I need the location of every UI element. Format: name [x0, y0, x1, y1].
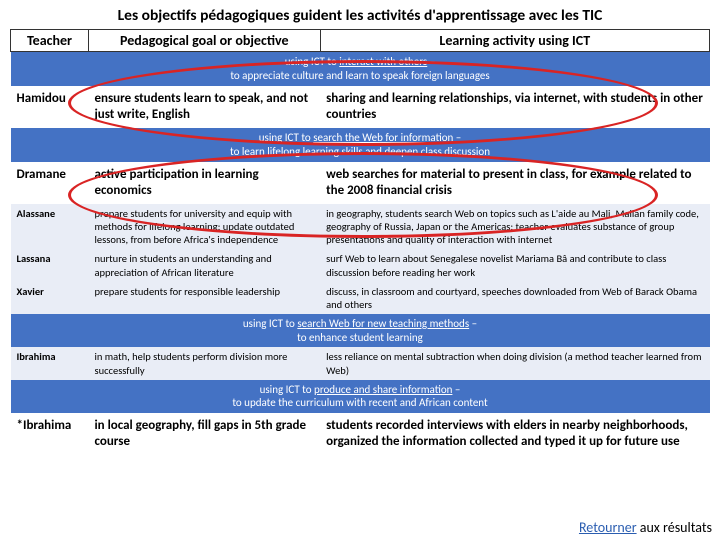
section-header-4: using ICT to produce and share informati… [11, 380, 710, 414]
cell-teacher: *Ibrahima [11, 413, 89, 456]
cell-teacher: Dramane [11, 162, 89, 205]
cell-goal: prepare students for university and equi… [88, 204, 320, 249]
cell-activity: surf Web to learn about Senegalese novel… [320, 249, 709, 281]
cell-teacher: Lassana [11, 249, 89, 281]
col-header-goal: Pedagogical goal or objective [88, 30, 320, 52]
col-header-activity: Learning activity using ICT [320, 30, 709, 52]
table-row: Xavier prepare students for responsible … [11, 282, 710, 314]
table-row: Lassana nurture in students an understan… [11, 249, 710, 281]
return-link[interactable]: Retourner [579, 519, 637, 536]
table-row: Alassane prepare students for university… [11, 204, 710, 249]
table-row: *Ibrahima in local geography, fill gaps … [11, 413, 710, 456]
cell-goal: active participation in learning economi… [88, 162, 320, 205]
col-header-teacher: Teacher [11, 30, 89, 52]
cell-activity: discuss, in classroom and courtyard, spe… [320, 282, 709, 314]
table-row: Hamidou ensure students learn to speak, … [11, 86, 710, 129]
cell-teacher: Hamidou [11, 86, 89, 129]
section-header-2: using ICT to search the Web for informat… [11, 128, 710, 162]
cell-activity: in geography, students search Web on top… [320, 204, 709, 249]
cell-activity: students recorded interviews with elders… [320, 413, 709, 456]
table-row: Ibrahima in math, help students perform … [11, 347, 710, 379]
cell-teacher: Alassane [11, 204, 89, 249]
cell-goal: ensure students learn to speak, and not … [88, 86, 320, 129]
cell-goal: nurture in students an understanding and… [88, 249, 320, 281]
page-title: Les objectifs pédagogiques guident les a… [0, 0, 720, 29]
cell-teacher: Xavier [11, 282, 89, 314]
cell-activity: sharing and learning relationships, via … [320, 86, 709, 129]
section-header-3: using ICT to search Web for new teaching… [11, 314, 710, 348]
main-table: Teacher Pedagogical goal or objective Le… [10, 29, 710, 456]
footer-link-area: Retourner aux résultats [579, 519, 712, 536]
cell-activity: less reliance on mental subtraction when… [320, 347, 709, 379]
cell-goal: in local geography, fill gaps in 5th gra… [88, 413, 320, 456]
section-header-1: using ICT to interact with others – to a… [11, 52, 710, 86]
cell-goal: in math, help students perform division … [88, 347, 320, 379]
cell-goal: prepare students for responsible leaders… [88, 282, 320, 314]
cell-teacher: Ibrahima [11, 347, 89, 379]
cell-activity: web searches for material to present in … [320, 162, 709, 205]
footer-text: aux résultats [637, 519, 712, 536]
table-row: Dramane active participation in learning… [11, 162, 710, 205]
